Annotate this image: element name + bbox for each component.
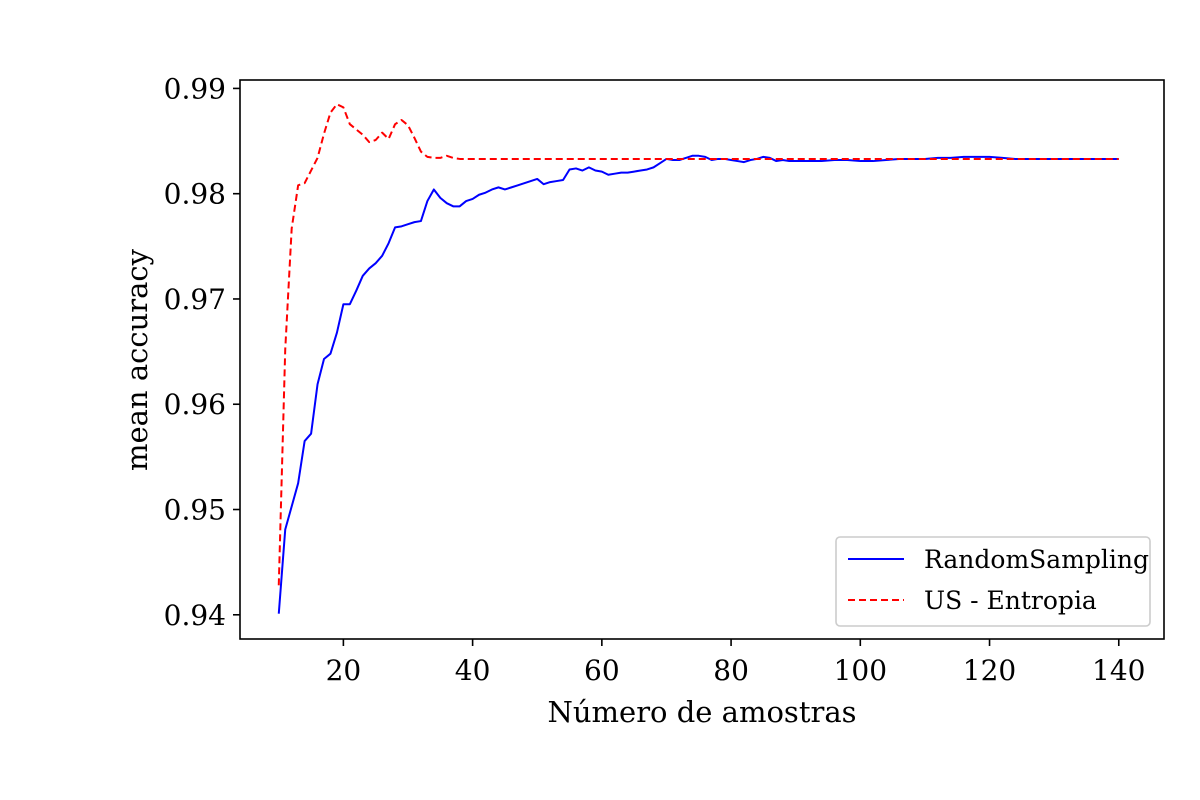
legend-label-randomsampling: RandomSampling [924,545,1149,574]
y-tick-label: 0.99 [164,72,226,105]
y-axis-ticks: 0.94 0.95 0.96 0.97 0.98 0.99 [164,72,240,632]
x-tick-label: 140 [1092,654,1145,687]
legend-label-us-entropia: US - Entropia [924,586,1097,615]
plot-frame [239,79,1165,640]
x-tick-label: 20 [326,654,362,687]
legend: RandomSampling US - Entropia [835,536,1151,627]
x-tick-label: 80 [713,654,749,687]
y-tick-label: 0.95 [164,494,226,527]
x-axis-ticks: 20 40 60 80 100 120 140 [326,639,1145,687]
x-tick-label: 40 [455,654,491,687]
y-tick-label: 0.96 [164,388,226,421]
series-line-us-entropia [277,103,1119,586]
y-axis-label: mean accuracy [120,248,154,471]
x-tick-label: 120 [963,654,1016,687]
y-tick-label: 0.97 [164,283,226,316]
y-tick-label: 0.98 [164,178,226,211]
x-tick-label: 100 [834,654,887,687]
x-axis-label: Número de amostras [547,695,856,729]
series-layer [277,103,1119,614]
x-tick-label: 60 [584,654,620,687]
legend-box [835,536,1151,627]
y-tick-label: 0.94 [164,599,226,632]
